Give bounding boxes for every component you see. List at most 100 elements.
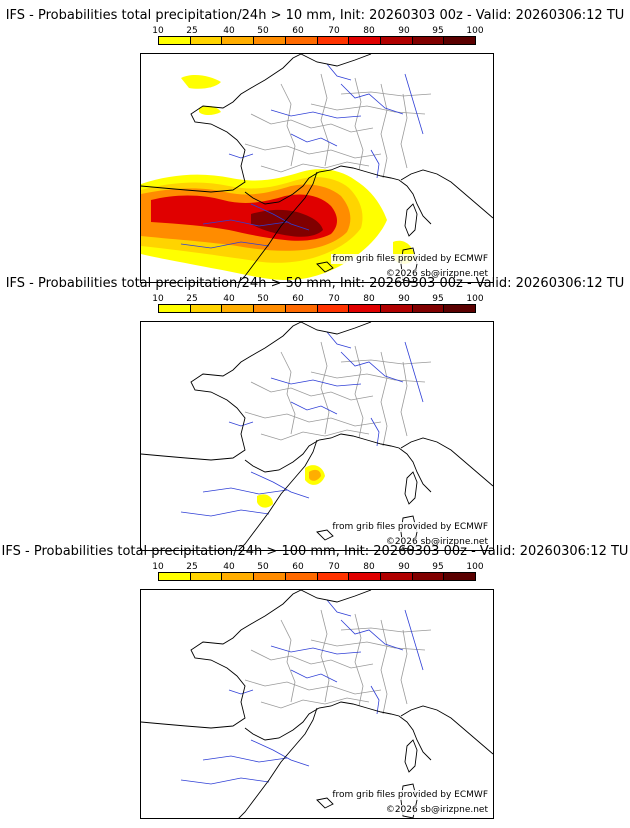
legend-tick-label: 80	[363, 562, 375, 572]
legend-color-swatch	[317, 305, 350, 312]
legend-color-swatch	[222, 573, 255, 580]
river-line	[180, 241, 270, 249]
legend-color-swatch	[412, 37, 445, 44]
precip-area	[257, 494, 273, 508]
coastline	[244, 433, 432, 493]
precip-map: from grib files provided by ECMWF ©2026 …	[140, 53, 494, 283]
region-border	[310, 639, 426, 651]
region-border	[250, 381, 374, 401]
island-outline	[400, 515, 418, 550]
river-line	[202, 755, 288, 763]
river-line	[202, 487, 288, 495]
region-border	[340, 91, 432, 97]
region-border	[260, 429, 370, 441]
river-line	[326, 63, 352, 81]
region-border	[244, 143, 382, 159]
coastline	[300, 54, 372, 67]
river-line	[290, 669, 338, 683]
legend-color-swatch	[190, 573, 223, 580]
legend-color-swatch	[285, 573, 318, 580]
coastline	[141, 54, 302, 193]
region-border	[380, 83, 388, 179]
region-border	[380, 619, 388, 715]
region-border	[400, 93, 408, 169]
river-line	[404, 609, 424, 671]
region-border	[320, 341, 330, 435]
legend-tick-label: 40	[223, 294, 235, 304]
source-credit: from grib files provided by ECMWF	[331, 790, 489, 800]
region-border	[280, 351, 296, 435]
legend-tick-label: 10	[152, 294, 164, 304]
region-border	[260, 161, 370, 173]
legend-color-swatch	[285, 37, 318, 44]
legend-tick-label: 60	[292, 26, 304, 36]
legend-color-swatch	[159, 305, 191, 312]
river-line	[290, 401, 338, 415]
legend-color-swatch	[412, 573, 445, 580]
legend-color-swatch	[380, 573, 413, 580]
legend-color-swatch	[159, 573, 191, 580]
legend-tick-label: 90	[398, 294, 410, 304]
legend-color-swatch	[190, 37, 223, 44]
legend-tick-label: 60	[292, 562, 304, 572]
coastline	[400, 705, 493, 755]
region-border	[354, 613, 364, 707]
region-border	[354, 77, 364, 171]
legend-tick-label: 25	[186, 294, 198, 304]
legend-color-swatch	[254, 37, 286, 44]
coastline	[400, 437, 493, 487]
river-line	[250, 739, 310, 767]
river-line	[370, 149, 380, 179]
coastline	[244, 165, 432, 225]
legend-color-swatch	[285, 305, 318, 312]
legend-tick-label: 40	[223, 562, 235, 572]
region-border	[250, 649, 374, 669]
island-outline	[316, 261, 334, 273]
legend-tick-label: 60	[292, 294, 304, 304]
legend-tick-label: 10	[152, 562, 164, 572]
region-border	[280, 83, 296, 167]
legend-tick-label: 40	[223, 26, 235, 36]
coastline	[300, 590, 372, 603]
coastline	[141, 590, 302, 729]
copyright-text: ©2026 sb@irizpne.net	[384, 805, 489, 815]
coastline	[238, 439, 318, 550]
river-line	[270, 109, 362, 119]
legend-color-swatch	[349, 573, 381, 580]
legend-ticks: 10 25 40 50 60 70 80 90 95 100	[141, 26, 483, 36]
island-outline	[316, 797, 334, 809]
map-svg	[141, 54, 493, 282]
legend-colorbar	[158, 304, 476, 313]
legend-tick-label: 80	[363, 294, 375, 304]
legend-colorbar	[158, 36, 476, 45]
precip-area	[181, 75, 221, 89]
region-border	[380, 351, 388, 447]
panel-title: IFS - Probabilities total precipitation/…	[1, 544, 629, 559]
precip-area	[309, 469, 321, 481]
precip-area	[251, 209, 323, 237]
river-line	[180, 777, 270, 785]
legend-color-swatch	[317, 573, 350, 580]
legend-tick-label: 25	[186, 562, 198, 572]
legend-tick-label: 95	[432, 562, 444, 572]
legend-colorbar	[158, 572, 476, 581]
region-border	[400, 629, 408, 705]
legend-tick-label: 100	[466, 562, 484, 572]
river-line	[228, 689, 254, 695]
coastline	[300, 322, 372, 335]
legend-color-swatch	[444, 37, 476, 44]
coastline	[141, 322, 302, 461]
river-line	[370, 685, 380, 715]
panel-title: IFS - Probabilities total precipitation/…	[5, 276, 625, 291]
legend-color-swatch	[444, 305, 476, 312]
river-line	[180, 509, 270, 517]
precip-map: from grib files provided by ECMWF ©2026 …	[140, 589, 494, 819]
legend-color-swatch	[380, 305, 413, 312]
legend-tick-label: 70	[328, 26, 340, 36]
map-svg	[141, 590, 493, 818]
legend-tick-label: 90	[398, 26, 410, 36]
source-credit: from grib files provided by ECMWF	[331, 522, 489, 532]
legend-tick-label: 95	[432, 26, 444, 36]
river-line	[228, 421, 254, 427]
region-border	[320, 609, 330, 703]
